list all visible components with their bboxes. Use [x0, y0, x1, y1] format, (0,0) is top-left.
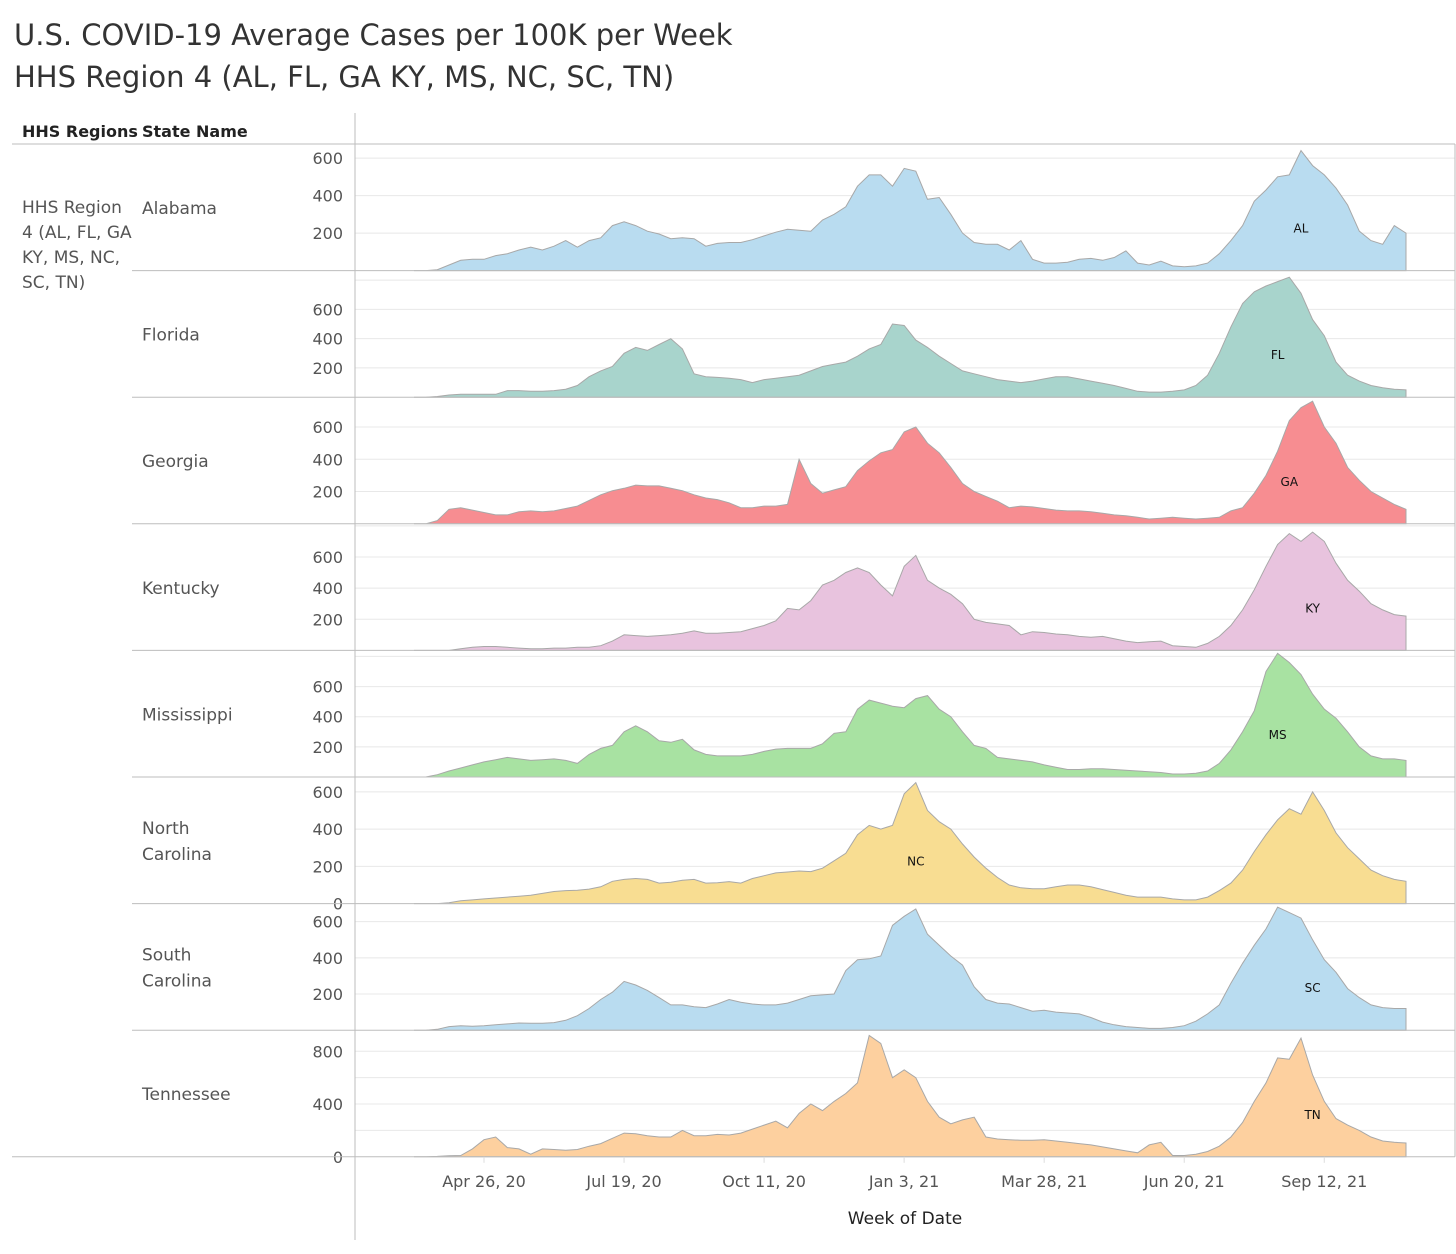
y-tick-label: 800: [312, 1042, 343, 1061]
state-name-fl: Florida: [142, 326, 200, 346]
mark-label-ga: GA: [1281, 475, 1299, 489]
y-tick-label: 400: [312, 187, 343, 206]
area-ga: [414, 400, 1407, 525]
y-axis-title: Avg. cases per: [271, 1035, 290, 1152]
chart-title-line2: HHS Region 4 (AL, FL, GA KY, MS, NC, SC,…: [14, 60, 675, 94]
y-axis-title: Avg. cases per: [271, 782, 290, 899]
x-tick-label: Jun 20, 21: [1143, 1172, 1225, 1191]
y-tick-label: 400: [312, 330, 343, 349]
y-axis-title: 100K 7 day c...: [293, 654, 312, 774]
state-name-tn: Tennessee: [141, 1085, 231, 1105]
x-tick-label: Jul 19, 20: [585, 1172, 661, 1191]
y-tick-label: 400: [312, 708, 343, 727]
region-label: HHS Region: [22, 198, 122, 218]
y-tick-label: 200: [312, 224, 343, 243]
area-ky: [414, 531, 1407, 651]
header-hhs-regions: HHS Regions: [22, 122, 138, 141]
mark-label-ky: KY: [1305, 601, 1320, 615]
state-name-sc: South: [142, 946, 191, 966]
state-name-nc: Carolina: [142, 845, 212, 865]
mark-label-ms: MS: [1269, 728, 1287, 742]
region-label: SC, TN): [22, 273, 85, 293]
y-tick-label: 400: [312, 820, 343, 839]
state-name-ms: Mississippi: [142, 705, 233, 725]
chart-title-line1: U.S. COVID-19 Average Cases per 100K per…: [14, 18, 733, 52]
x-tick-label: Oct 11, 20: [722, 1172, 806, 1191]
area-sc: [414, 906, 1407, 1031]
x-tick-label: Mar 28, 21: [1001, 1172, 1087, 1191]
region-label: 4 (AL, FL, GA: [22, 223, 132, 243]
y-tick-label: 200: [312, 610, 343, 629]
y-axis-title: Avg. cases per: [271, 655, 290, 772]
y-tick-label: 400: [312, 949, 343, 968]
area-ms: [414, 652, 1407, 778]
mark-label-fl: FL: [1271, 348, 1285, 362]
y-axis-title: Avg. cases per: [271, 528, 290, 645]
y-tick-label: 200: [312, 483, 343, 502]
x-tick-label: Apr 26, 20: [442, 1172, 526, 1191]
y-tick-label: 600: [312, 678, 343, 697]
y-tick-label: 400: [312, 450, 343, 469]
mark-label-sc: SC: [1305, 981, 1321, 995]
state-name-sc: Carolina: [142, 972, 212, 992]
y-tick-label: 600: [312, 913, 343, 932]
x-tick-label: Jan 3, 21: [868, 1172, 939, 1191]
y-tick-label: 400: [312, 1095, 343, 1114]
y-axis-title: 100K 7 day co..: [293, 145, 312, 269]
y-axis-title: 100K 7 day co..: [293, 905, 312, 1029]
x-tick-label: Sep 12, 21: [1281, 1172, 1367, 1191]
area-nc: [414, 781, 1407, 905]
area-tn: [414, 1034, 1407, 1158]
y-axis-title: Avg. cases per: [271, 908, 290, 1025]
state-name-ky: Kentucky: [142, 579, 220, 599]
y-tick-label: 200: [312, 857, 343, 876]
y-tick-label: 600: [312, 149, 343, 168]
y-tick-label: 400: [312, 579, 343, 598]
y-tick-label: 600: [312, 548, 343, 567]
y-axis-title: Avg. cases per: [271, 402, 290, 519]
y-axis-title: 100K 7 day co..: [293, 272, 312, 396]
y-tick-label: 200: [312, 738, 343, 757]
y-axis-title: 100K 7 day co..: [293, 398, 312, 522]
y-tick-label: 600: [312, 300, 343, 319]
area-al: [414, 149, 1407, 272]
y-axis-title: 100K 7 day co..: [293, 778, 312, 902]
y-tick-label: 600: [312, 783, 343, 802]
y-tick-label: 600: [312, 418, 343, 437]
state-name-nc: North: [142, 819, 190, 839]
mark-label-tn: TN: [1303, 1108, 1320, 1122]
y-axis-title: 100K 7 day co..: [293, 1031, 312, 1155]
y-tick-label: 200: [312, 985, 343, 1004]
x-axis-title: Week of Date: [848, 1209, 962, 1229]
y-tick-label: 200: [312, 359, 343, 378]
header-state-name: State Name: [142, 122, 248, 141]
mark-label-al: AL: [1294, 222, 1309, 236]
state-name-al: Alabama: [142, 199, 217, 219]
y-axis-title: Avg. cases per: [271, 149, 290, 266]
mark-label-nc: NC: [907, 855, 924, 869]
area-fl: [414, 276, 1407, 398]
region-label: KY, MS, NC,: [22, 248, 120, 268]
state-name-ga: Georgia: [142, 452, 209, 472]
y-axis-title: 100K 7 day co..: [293, 525, 312, 649]
y-axis-title: Avg. cases per: [271, 275, 290, 392]
